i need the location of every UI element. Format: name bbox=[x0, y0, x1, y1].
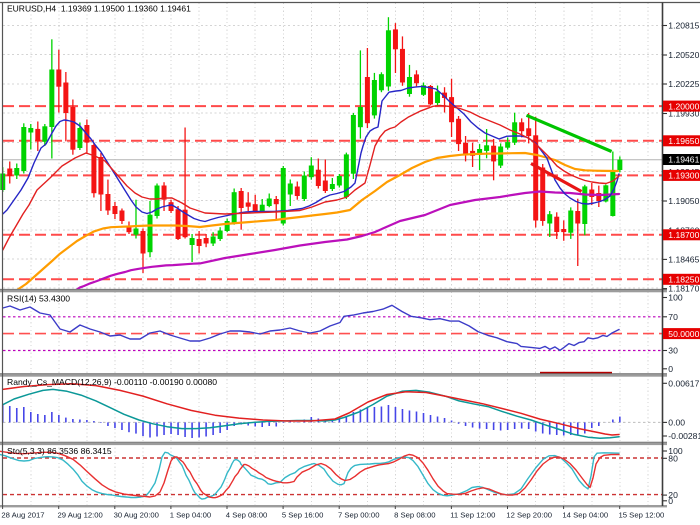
svg-text:11 Sep 12:00: 11 Sep 12:00 bbox=[450, 511, 495, 520]
svg-text:Sto(5,3,3) 86.3536 86.3415: Sto(5,3,3) 86.3536 86.3415 bbox=[7, 446, 112, 456]
svg-text:5 Sep 16:00: 5 Sep 16:00 bbox=[282, 511, 323, 520]
svg-text:0.00: 0.00 bbox=[668, 418, 685, 428]
svg-text:1.20520: 1.20520 bbox=[668, 50, 699, 60]
svg-text:1.19461: 1.19461 bbox=[668, 155, 699, 165]
svg-text:29 Aug 12:00: 29 Aug 12:00 bbox=[58, 511, 103, 520]
svg-text:1.20225: 1.20225 bbox=[668, 79, 699, 89]
svg-text:100: 100 bbox=[668, 446, 683, 456]
svg-text:20: 20 bbox=[668, 490, 678, 500]
svg-text:0.00617: 0.00617 bbox=[668, 378, 699, 388]
svg-text:70: 70 bbox=[668, 312, 678, 322]
svg-text:1.18465: 1.18465 bbox=[668, 255, 699, 265]
svg-text:0: 0 bbox=[668, 364, 673, 374]
svg-text:1.18700: 1.18700 bbox=[668, 230, 699, 240]
svg-text:1.18170: 1.18170 bbox=[668, 284, 699, 294]
svg-text:50.0000: 50.0000 bbox=[668, 329, 699, 339]
svg-text:80: 80 bbox=[668, 453, 678, 463]
svg-text:30: 30 bbox=[668, 346, 678, 356]
svg-text:EURUSD,H4 1.19369 1.19500 1.1: EURUSD,H4 1.19369 1.19500 1.19360 1.1946… bbox=[7, 4, 191, 14]
svg-text:1.20000: 1.20000 bbox=[668, 101, 699, 111]
svg-text:100: 100 bbox=[668, 293, 683, 303]
svg-text:15 Sep 12:00: 15 Sep 12:00 bbox=[619, 511, 665, 520]
svg-text:1.18250: 1.18250 bbox=[668, 275, 699, 285]
svg-text:28 Aug 2017: 28 Aug 2017 bbox=[1, 511, 44, 520]
svg-text:14 Sep 04:00: 14 Sep 04:00 bbox=[562, 511, 608, 520]
svg-text:0: 0 bbox=[668, 496, 673, 506]
svg-text:1.19930: 1.19930 bbox=[668, 109, 699, 119]
svg-text:RSI(14) 53.4300: RSI(14) 53.4300 bbox=[7, 294, 70, 304]
svg-text:4 Sep 08:00: 4 Sep 08:00 bbox=[226, 511, 267, 520]
svg-text:1.19300: 1.19300 bbox=[668, 171, 699, 181]
svg-text:12 Sep 20:00: 12 Sep 20:00 bbox=[506, 511, 552, 520]
svg-text:-0.00281: -0.00281 bbox=[668, 431, 700, 441]
svg-text:8 Sep 08:00: 8 Sep 08:00 bbox=[394, 511, 435, 520]
svg-text:7 Sep 00:00: 7 Sep 00:00 bbox=[338, 511, 379, 520]
svg-text:30 Aug 20:00: 30 Aug 20:00 bbox=[114, 511, 159, 520]
svg-text:1.20815: 1.20815 bbox=[668, 21, 699, 31]
svg-text:1.19650: 1.19650 bbox=[668, 136, 699, 146]
svg-text:1 Sep 04:00: 1 Sep 04:00 bbox=[170, 511, 211, 520]
svg-text:1.19050: 1.19050 bbox=[668, 196, 699, 206]
svg-text:Randy_Cs_MACD(12,26,9) -0.0011: Randy_Cs_MACD(12,26,9) -0.00110 -0.00190… bbox=[7, 377, 217, 387]
